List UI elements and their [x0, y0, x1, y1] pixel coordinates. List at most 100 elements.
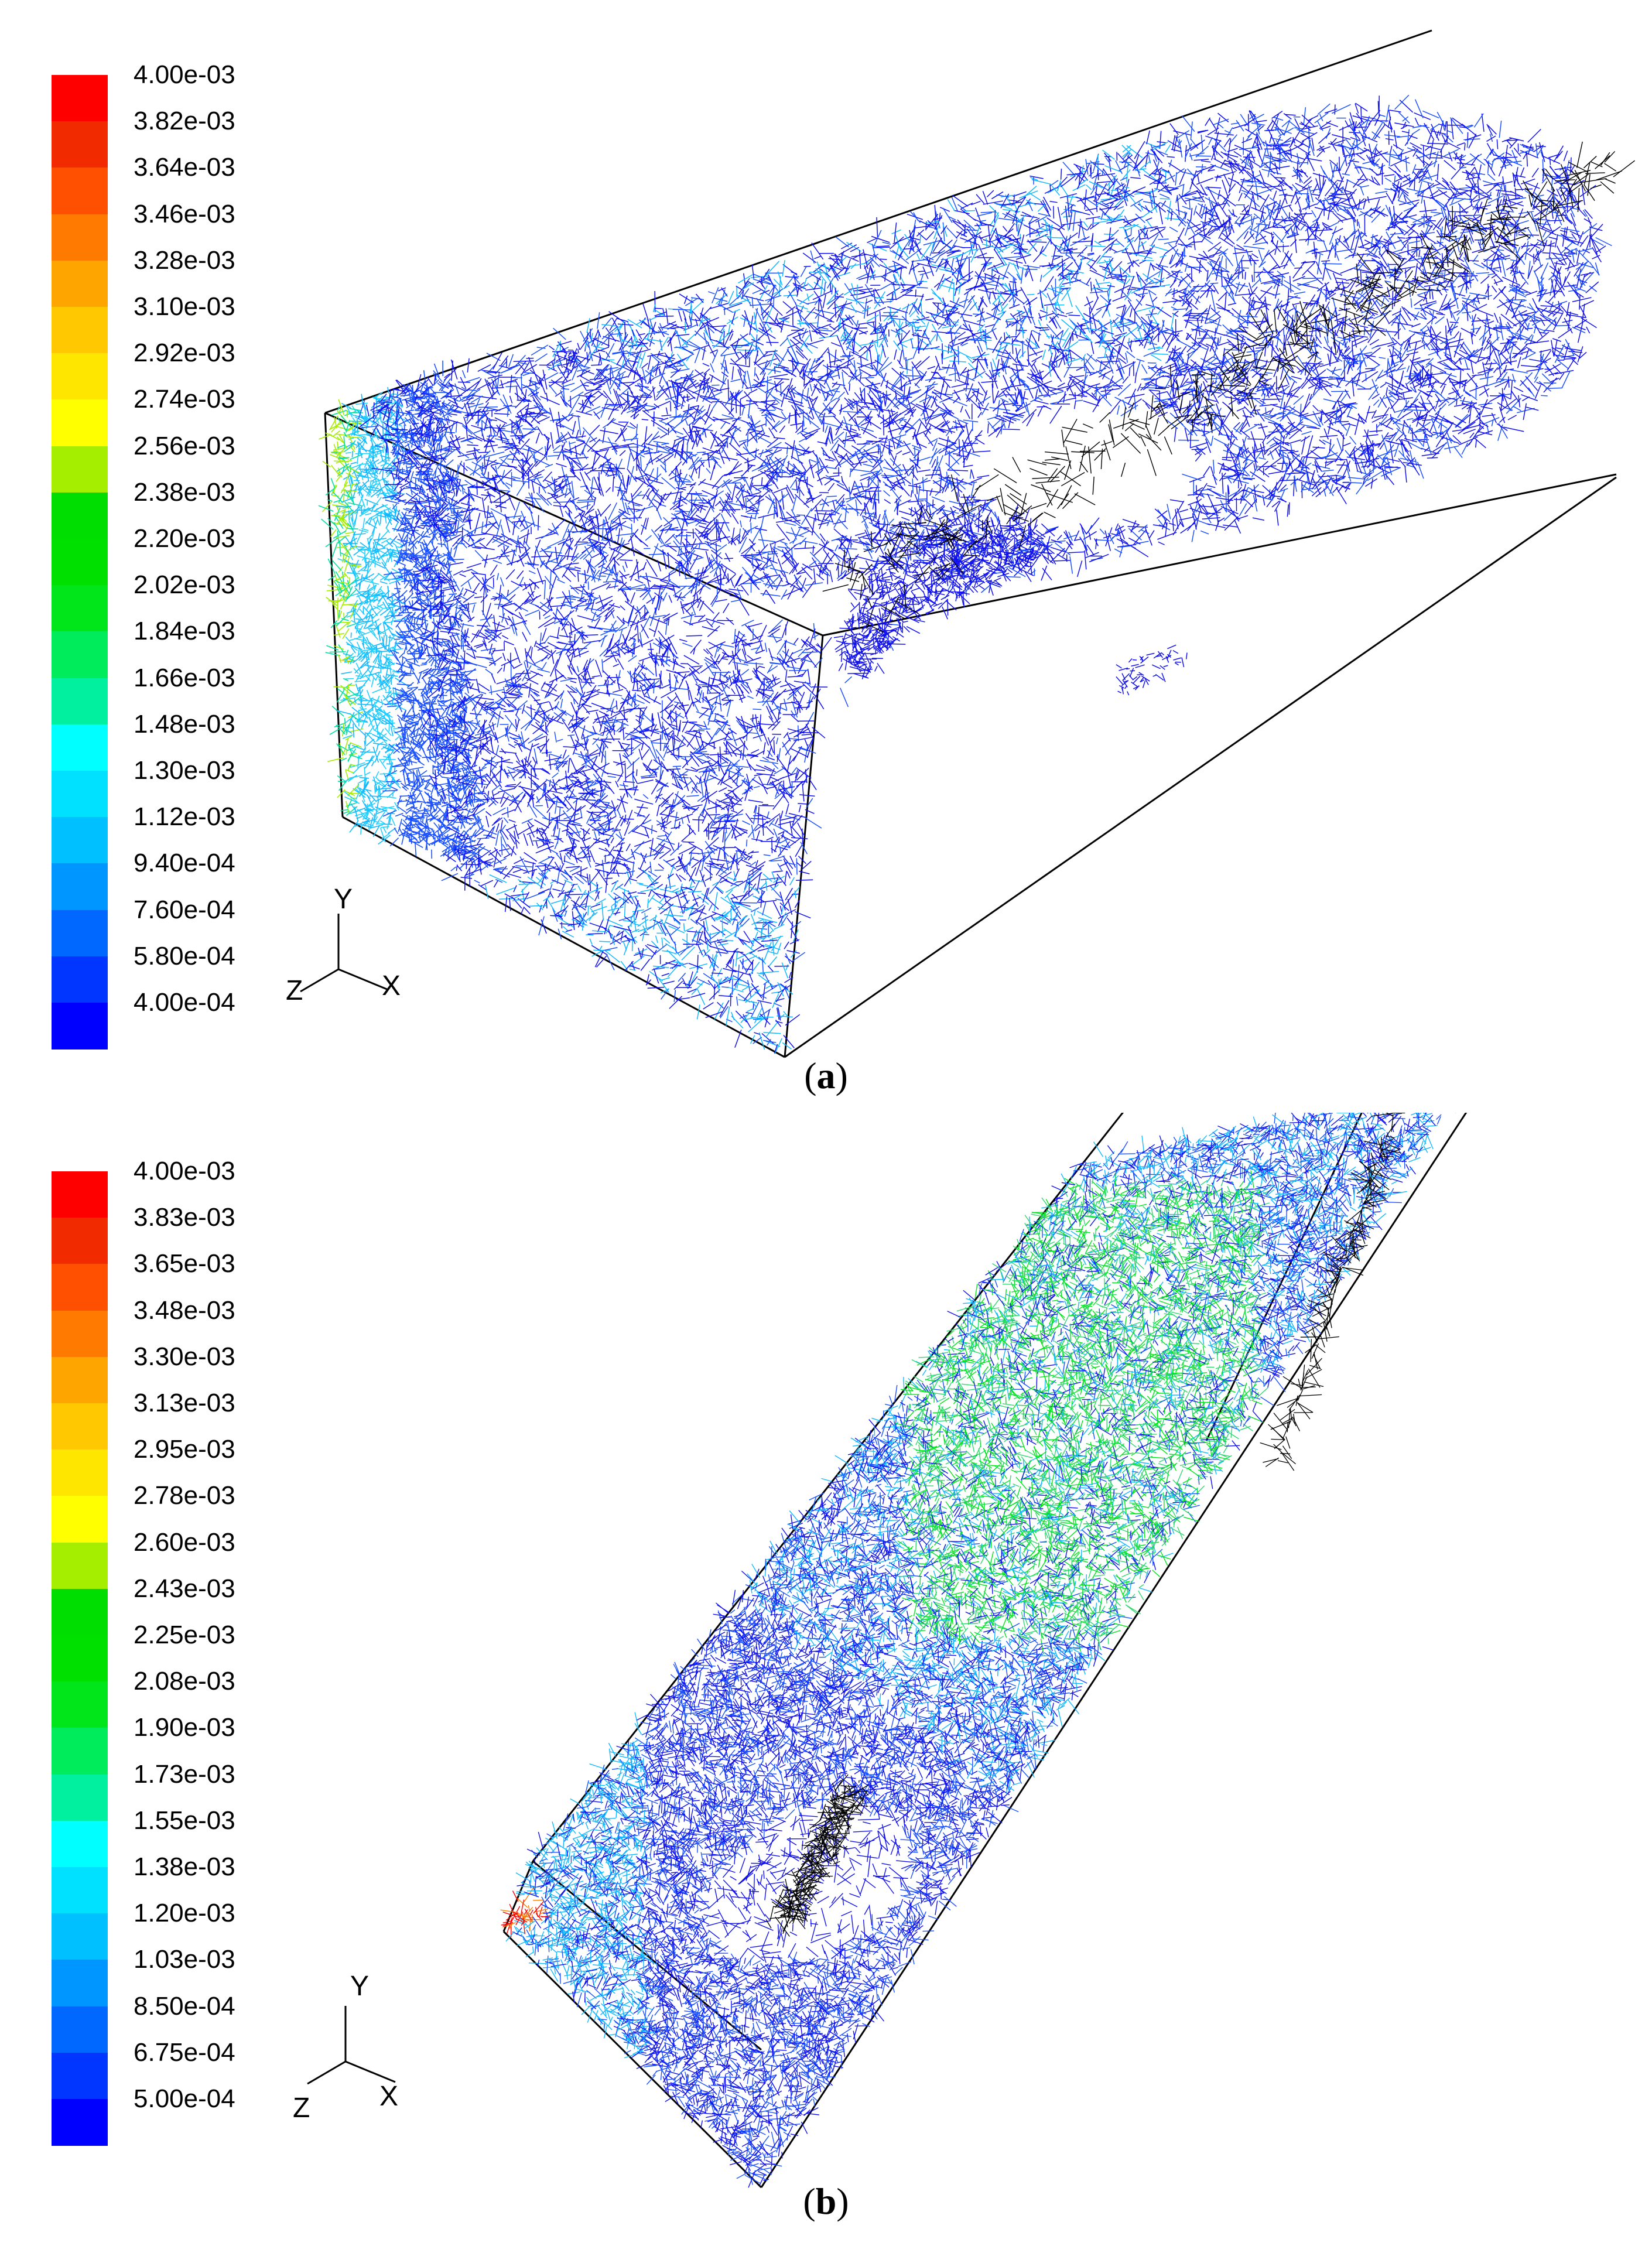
colorbar-swatch	[52, 539, 108, 586]
colorbar-swatch	[52, 1774, 108, 1821]
axis-label-y-a: Y	[334, 886, 353, 914]
colorbar-tick-label: 2.78e-03	[134, 1483, 235, 1509]
duct-outline-b	[502, 1113, 1468, 2189]
colorbar-tick-label: 3.83e-03	[134, 1205, 235, 1230]
colorbar-swatch	[52, 817, 108, 864]
colorbar-swatch	[52, 2052, 108, 2100]
colorbar-swatch	[52, 2099, 108, 2146]
colorbar-swatch	[52, 260, 108, 307]
colorbar-tick-label: 4.00e-04	[134, 990, 235, 1016]
colorbar-tick-label: 3.65e-03	[134, 1251, 235, 1277]
caption-b: (b)	[0, 2180, 1652, 2223]
axis-label-y-b: Y	[350, 1972, 369, 2001]
colorbar-swatch	[52, 1588, 108, 1636]
colorbar-swatch	[52, 631, 108, 679]
colorbar-swatch	[52, 956, 108, 1003]
colorbar-tick-label: 4.00e-03	[134, 62, 235, 88]
colorbar-tick-label: 3.46e-03	[134, 201, 235, 227]
colorbar-swatch	[52, 492, 108, 539]
axis-label-z-a: Z	[286, 977, 303, 1005]
colorbar-swatch	[52, 1496, 108, 1543]
colorbar-swatch	[52, 446, 108, 493]
colorbar-tick-label: 6.75e-04	[134, 2039, 235, 2066]
colorbar-swatch	[52, 353, 108, 401]
colorbar-swatch	[52, 1867, 108, 1915]
colorbar-tick-label: 1.38e-03	[134, 1854, 235, 1880]
caption-a: (a)	[0, 1054, 1652, 1098]
colorbar-tick-label: 7.60e-04	[134, 897, 235, 923]
colorbar-tick-label: 1.55e-03	[134, 1807, 235, 1834]
colorbar-swatch	[52, 1913, 108, 1961]
colorbar-tick-label: 3.82e-03	[134, 108, 235, 134]
colorbar-tick-label: 3.13e-03	[134, 1390, 235, 1416]
panel-a: 4.00e-03 3.82e-03 3.64e-03 3.46e-03 3.28e-03…	[0, 0, 1652, 1113]
colorbar-tick-label: 1.20e-03	[134, 1900, 235, 1926]
colorbar-tick-label: 2.38e-03	[134, 479, 235, 505]
colorbar-swatch	[52, 307, 108, 354]
panel-b: 4.00e-03 3.83e-03 3.65e-03 3.48e-03 3.30e-03…	[0, 1113, 1652, 2246]
colorbar-swatch	[52, 121, 108, 169]
colorbar-swatch	[52, 1218, 108, 1265]
colorbar-tick-label: 2.74e-03	[134, 387, 235, 412]
colorbar-swatch	[52, 75, 108, 122]
colorbar-swatch	[52, 1681, 108, 1729]
colorbar-swatch	[52, 1171, 108, 1219]
colorbar-swatch	[52, 1264, 108, 1311]
colorbar-tick-label: 1.12e-03	[134, 804, 235, 830]
axis-label-x-b: X	[379, 2083, 398, 2111]
colorbar-tick-label: 2.92e-03	[134, 340, 235, 366]
colorbar-swatch	[52, 1310, 108, 1358]
colorbar-tick-label: 1.03e-03	[134, 1947, 235, 1972]
colorbar-tick-label: 2.25e-03	[134, 1622, 235, 1648]
colorbar-tick-label: 3.64e-03	[134, 155, 235, 180]
colorbar-tick-label: 4.00e-03	[134, 1158, 235, 1184]
colorbar-swatch	[52, 1003, 108, 1050]
colorbar-swatch	[52, 2006, 108, 2053]
inner-cylinder-a	[822, 141, 1636, 633]
colorbar-tick-label: 2.95e-03	[134, 1437, 235, 1462]
inner-cylinder-b	[765, 1113, 1405, 1937]
colorbar-swatch	[52, 1542, 108, 1589]
colorbar-tick-label: 3.10e-03	[134, 294, 235, 320]
colorbar-tick-label: 2.56e-03	[134, 433, 235, 459]
colorbar-swatch	[52, 214, 108, 261]
colorbar-swatch	[52, 771, 108, 818]
colorbar-tick-label: 2.08e-03	[134, 1669, 235, 1694]
colorbar-swatch	[52, 167, 108, 215]
axis-triad-a	[300, 914, 389, 993]
colorbar-swatch	[52, 1635, 108, 1683]
colorbar-swatch	[52, 1960, 108, 2007]
iso-surface-mesh-a	[318, 94, 1612, 1054]
colorbar-swatch	[52, 678, 108, 725]
colorbar-tick-label: 5.00e-04	[134, 2086, 235, 2112]
axis-label-z-b: Z	[293, 2094, 310, 2122]
colorbar-tick-label: 2.60e-03	[134, 1529, 235, 1556]
colorbar-tick-label: 2.43e-03	[134, 1575, 235, 1602]
colorbar-swatch	[52, 1403, 108, 1451]
colorbar-tick-label: 1.73e-03	[134, 1761, 235, 1787]
colorbar-swatch	[52, 399, 108, 447]
axis-triad-b	[307, 2006, 396, 2085]
iso-surface-mesh-b	[500, 1113, 1456, 2188]
colorbar-swatch	[52, 1728, 108, 1775]
caption-b-label: b	[816, 2180, 837, 2222]
colorbar-swatch	[52, 910, 108, 957]
mesh-scene-b	[307, 1113, 1468, 2189]
colorbar-swatch	[52, 585, 108, 633]
colorbar-tick-label: 1.84e-03	[134, 618, 235, 644]
colorbar-tick-label: 8.50e-04	[134, 1993, 235, 2019]
colorbar-tick-label: 9.40e-04	[134, 850, 235, 876]
colorbar-tick-label: 1.48e-03	[134, 711, 235, 737]
colorbar-tick-label: 5.80e-04	[134, 943, 235, 969]
colorbar-tick-label: 1.66e-03	[134, 665, 235, 691]
colorbar-swatch	[52, 1820, 108, 1868]
axis-label-x-a: X	[382, 972, 401, 1000]
colorbar-swatch	[52, 863, 108, 911]
colorbar-tick-label: 2.02e-03	[134, 572, 235, 598]
colorbar-tick-label: 3.30e-03	[134, 1344, 235, 1370]
caption-a-label: a	[817, 1055, 836, 1096]
colorbar-tick-label: 3.48e-03	[134, 1297, 235, 1324]
colorbar-swatch	[52, 1356, 108, 1404]
colorbar-swatch	[52, 724, 108, 771]
colorbar-tick-label: 1.30e-03	[134, 758, 235, 784]
